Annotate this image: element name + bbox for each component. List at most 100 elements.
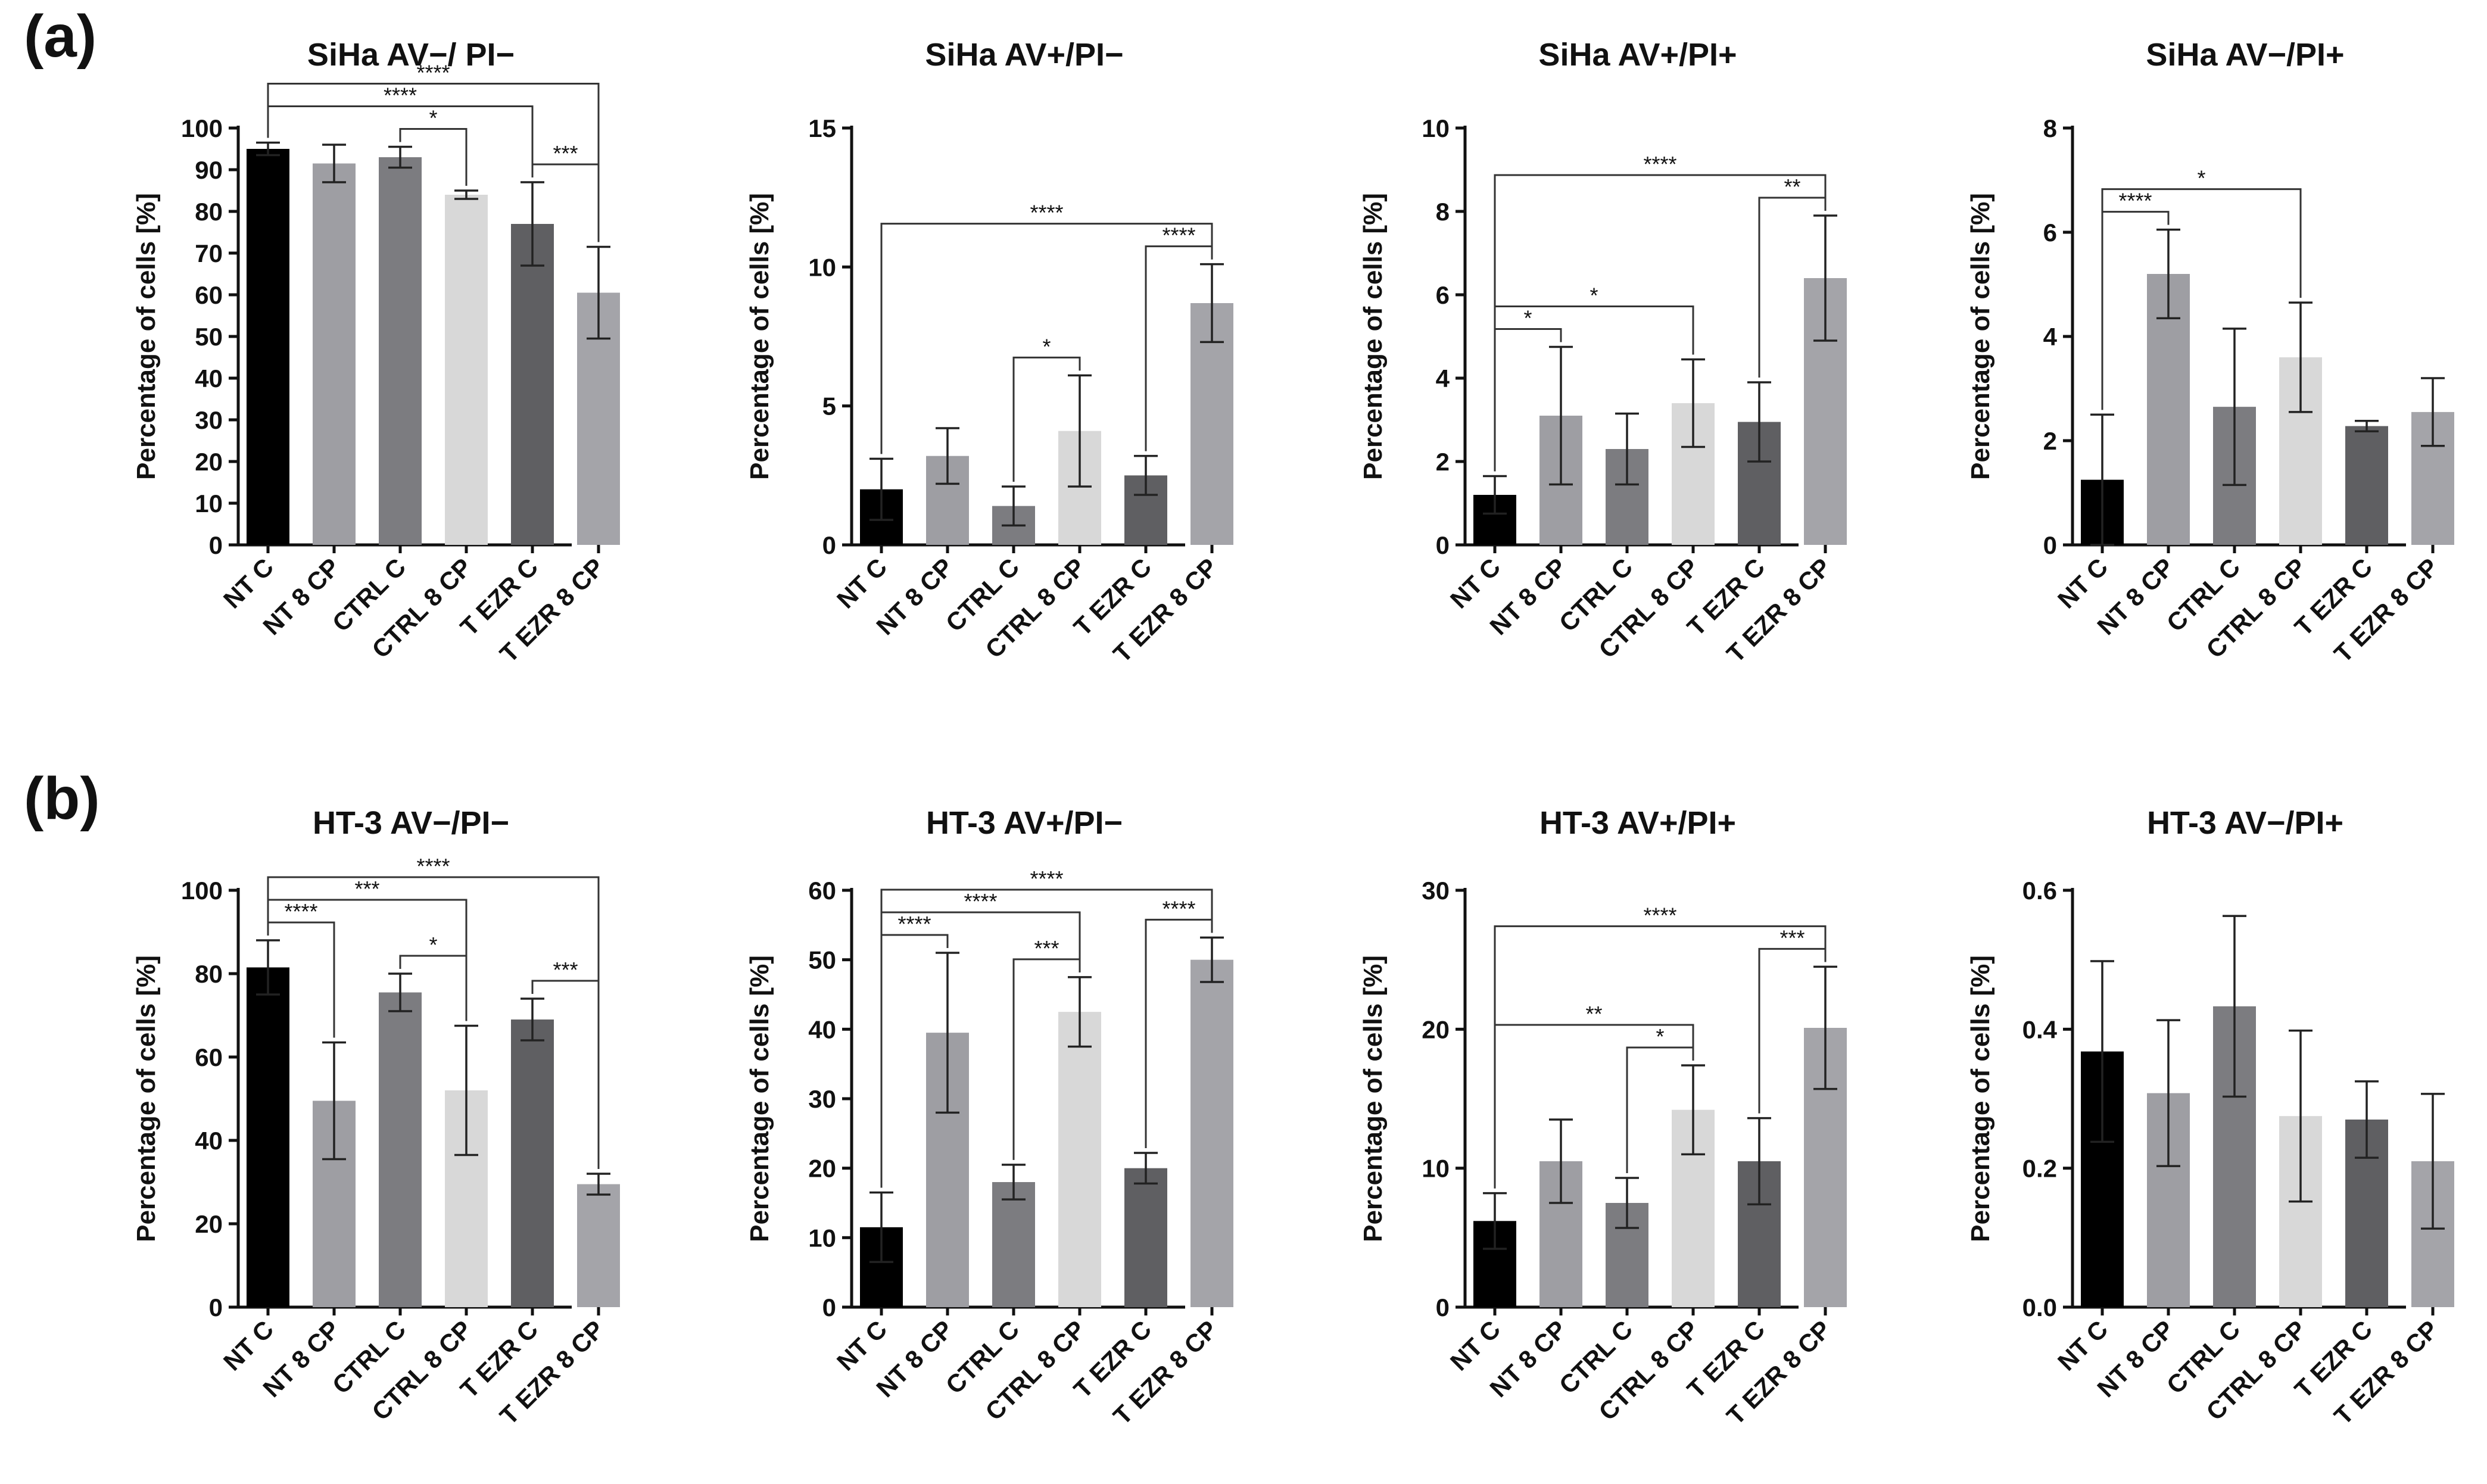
significance-bracket: [880, 888, 1213, 1188]
y-tick-label: 8: [2043, 114, 2057, 142]
y-tick-label: 0: [822, 1293, 836, 1321]
chart-4: SiHa AV−/PI+ Percentage of cells [%] 0 2 4 6 8…: [1966, 37, 2454, 668]
y-tick-label: 50: [195, 323, 223, 351]
y-tick-label: 30: [808, 1085, 836, 1113]
significance-label: **: [1784, 174, 1800, 199]
significance-label: ****: [284, 899, 317, 924]
y-tick-label: 50: [808, 946, 836, 974]
y-tick-label: 10: [808, 1224, 836, 1252]
significance-label: ****: [1643, 152, 1676, 176]
significance-bracket: [1494, 174, 1827, 472]
y-tick-label: 2: [1436, 448, 1450, 476]
bar: [247, 967, 289, 1307]
bar: [379, 992, 422, 1307]
chart-5: HT-3 AV−/PI− Percentage of cells [%] 0 20 40…: [132, 805, 620, 1430]
x-tick-label: NT C: [1445, 1315, 1506, 1376]
x-tick-label: NT C: [2052, 553, 2114, 614]
y-tick-label: 40: [808, 1015, 836, 1043]
significance-label: *: [429, 933, 437, 957]
significance-bracket: [1012, 356, 1081, 482]
y-tick-label: 20: [195, 1210, 223, 1238]
y-axis-label: Percentage of cells [%]: [132, 193, 161, 480]
y-tick-label: 0: [2043, 531, 2057, 559]
significance-bracket: [2101, 188, 2302, 410]
significance-label: ***: [1779, 925, 1805, 950]
y-tick-label: 0: [822, 531, 836, 559]
bar: [379, 157, 422, 545]
significance-label: ****: [1162, 223, 1195, 248]
chart-2: SiHa AV+/PI− Percentage of cells [%] 0 5 10 1…: [745, 37, 1233, 668]
y-tick-label: 70: [195, 239, 223, 267]
significance-label: ****: [1030, 201, 1063, 225]
x-tick-label: NT C: [218, 553, 279, 614]
x-tick-label: NT C: [1445, 553, 1506, 614]
y-tick-label: 4: [1436, 364, 1450, 392]
significance-label: ***: [354, 877, 379, 901]
significance-label: ****: [2118, 189, 2152, 213]
panel-label-b: (b): [24, 765, 100, 832]
y-tick-label: 2: [2043, 427, 2057, 455]
y-tick-label: 100: [181, 114, 223, 142]
bar: [1124, 1168, 1167, 1307]
y-tick-label: 60: [195, 281, 223, 309]
significance-label: *: [1656, 1024, 1664, 1049]
x-tick-label: NT C: [2052, 1315, 2114, 1376]
y-tick-label: 10: [195, 490, 223, 517]
y-tick-label: 4: [2043, 323, 2058, 351]
chart-8: HT-3 AV−/PI+ Percentage of cells [%] 0.0 0.…: [1966, 805, 2454, 1430]
chart-title: SiHa AV−/ PI−: [307, 37, 515, 73]
significance-label: *: [2197, 166, 2205, 191]
y-axis-label: Percentage of cells [%]: [1966, 955, 1995, 1242]
y-tick-label: 30: [1422, 877, 1450, 905]
y-tick-label: 0: [209, 531, 223, 559]
chart-title: HT-3 AV+/PI−: [926, 805, 1123, 841]
y-axis-label: Percentage of cells [%]: [1358, 193, 1388, 480]
significance-label: ***: [1034, 936, 1059, 961]
chart-title: HT-3 AV−/PI+: [2147, 805, 2343, 841]
y-tick-label: 0.4: [2022, 1015, 2058, 1043]
significance-label: ****: [1162, 896, 1195, 921]
y-tick-label: 0: [1436, 1293, 1450, 1321]
significance-label: *: [1523, 306, 1532, 331]
chart-title: HT-3 AV+/PI+: [1539, 805, 1736, 841]
y-axis-label: Percentage of cells [%]: [1966, 193, 1995, 480]
chart-6: HT-3 AV+/PI− Percentage of cells [%] 0 10 20…: [745, 805, 1233, 1430]
bar: [992, 1182, 1035, 1307]
y-axis-label: Percentage of cells [%]: [745, 955, 774, 1242]
panel-label-a: (a): [24, 3, 96, 70]
significance-label: ****: [384, 83, 417, 108]
y-tick-label: 40: [195, 364, 223, 392]
bar: [313, 163, 356, 545]
y-tick-label: 60: [195, 1043, 223, 1071]
significance-label: ****: [1643, 903, 1676, 927]
significance-label: *: [1590, 283, 1598, 308]
y-tick-label: 10: [808, 253, 836, 281]
significance-label: ****: [416, 61, 450, 85]
chart-title: SiHa AV−/PI+: [2146, 37, 2344, 73]
y-axis-label: Percentage of cells [%]: [745, 193, 774, 480]
y-tick-label: 6: [2043, 219, 2057, 247]
chart-3: SiHa AV+/PI+ Percentage of cells [%] 0 2 4 6 8…: [1358, 37, 1847, 668]
y-tick-label: 10: [1422, 114, 1450, 142]
significance-label: ***: [553, 141, 578, 166]
significance-label: ***: [553, 958, 578, 982]
y-tick-label: 20: [1422, 1015, 1450, 1043]
y-axis-label: Percentage of cells [%]: [1358, 955, 1388, 1242]
chart-title: SiHa AV+/PI−: [925, 37, 1123, 73]
bar: [2345, 426, 2388, 545]
y-tick-label: 8: [1436, 198, 1450, 226]
chart-7: HT-3 AV+/PI+ Percentage of cells [%] 0 10 20…: [1358, 805, 1847, 1430]
y-tick-label: 10: [1422, 1155, 1450, 1183]
significance-bracket: [267, 83, 600, 242]
y-tick-label: 0: [1436, 531, 1450, 559]
significance-bracket: [399, 128, 468, 186]
y-tick-label: 0.2: [2022, 1155, 2057, 1183]
significance-label: *: [429, 106, 437, 130]
chart-1: SiHa AV−/ PI− Percentage of cells [%] 0 10 2…: [132, 37, 620, 668]
y-axis-label: Percentage of cells [%]: [132, 955, 161, 1242]
bar: [445, 195, 488, 545]
y-tick-label: 40: [195, 1127, 223, 1155]
chart-title: SiHa AV+/PI+: [1538, 37, 1737, 73]
y-tick-label: 0.6: [2022, 877, 2057, 905]
